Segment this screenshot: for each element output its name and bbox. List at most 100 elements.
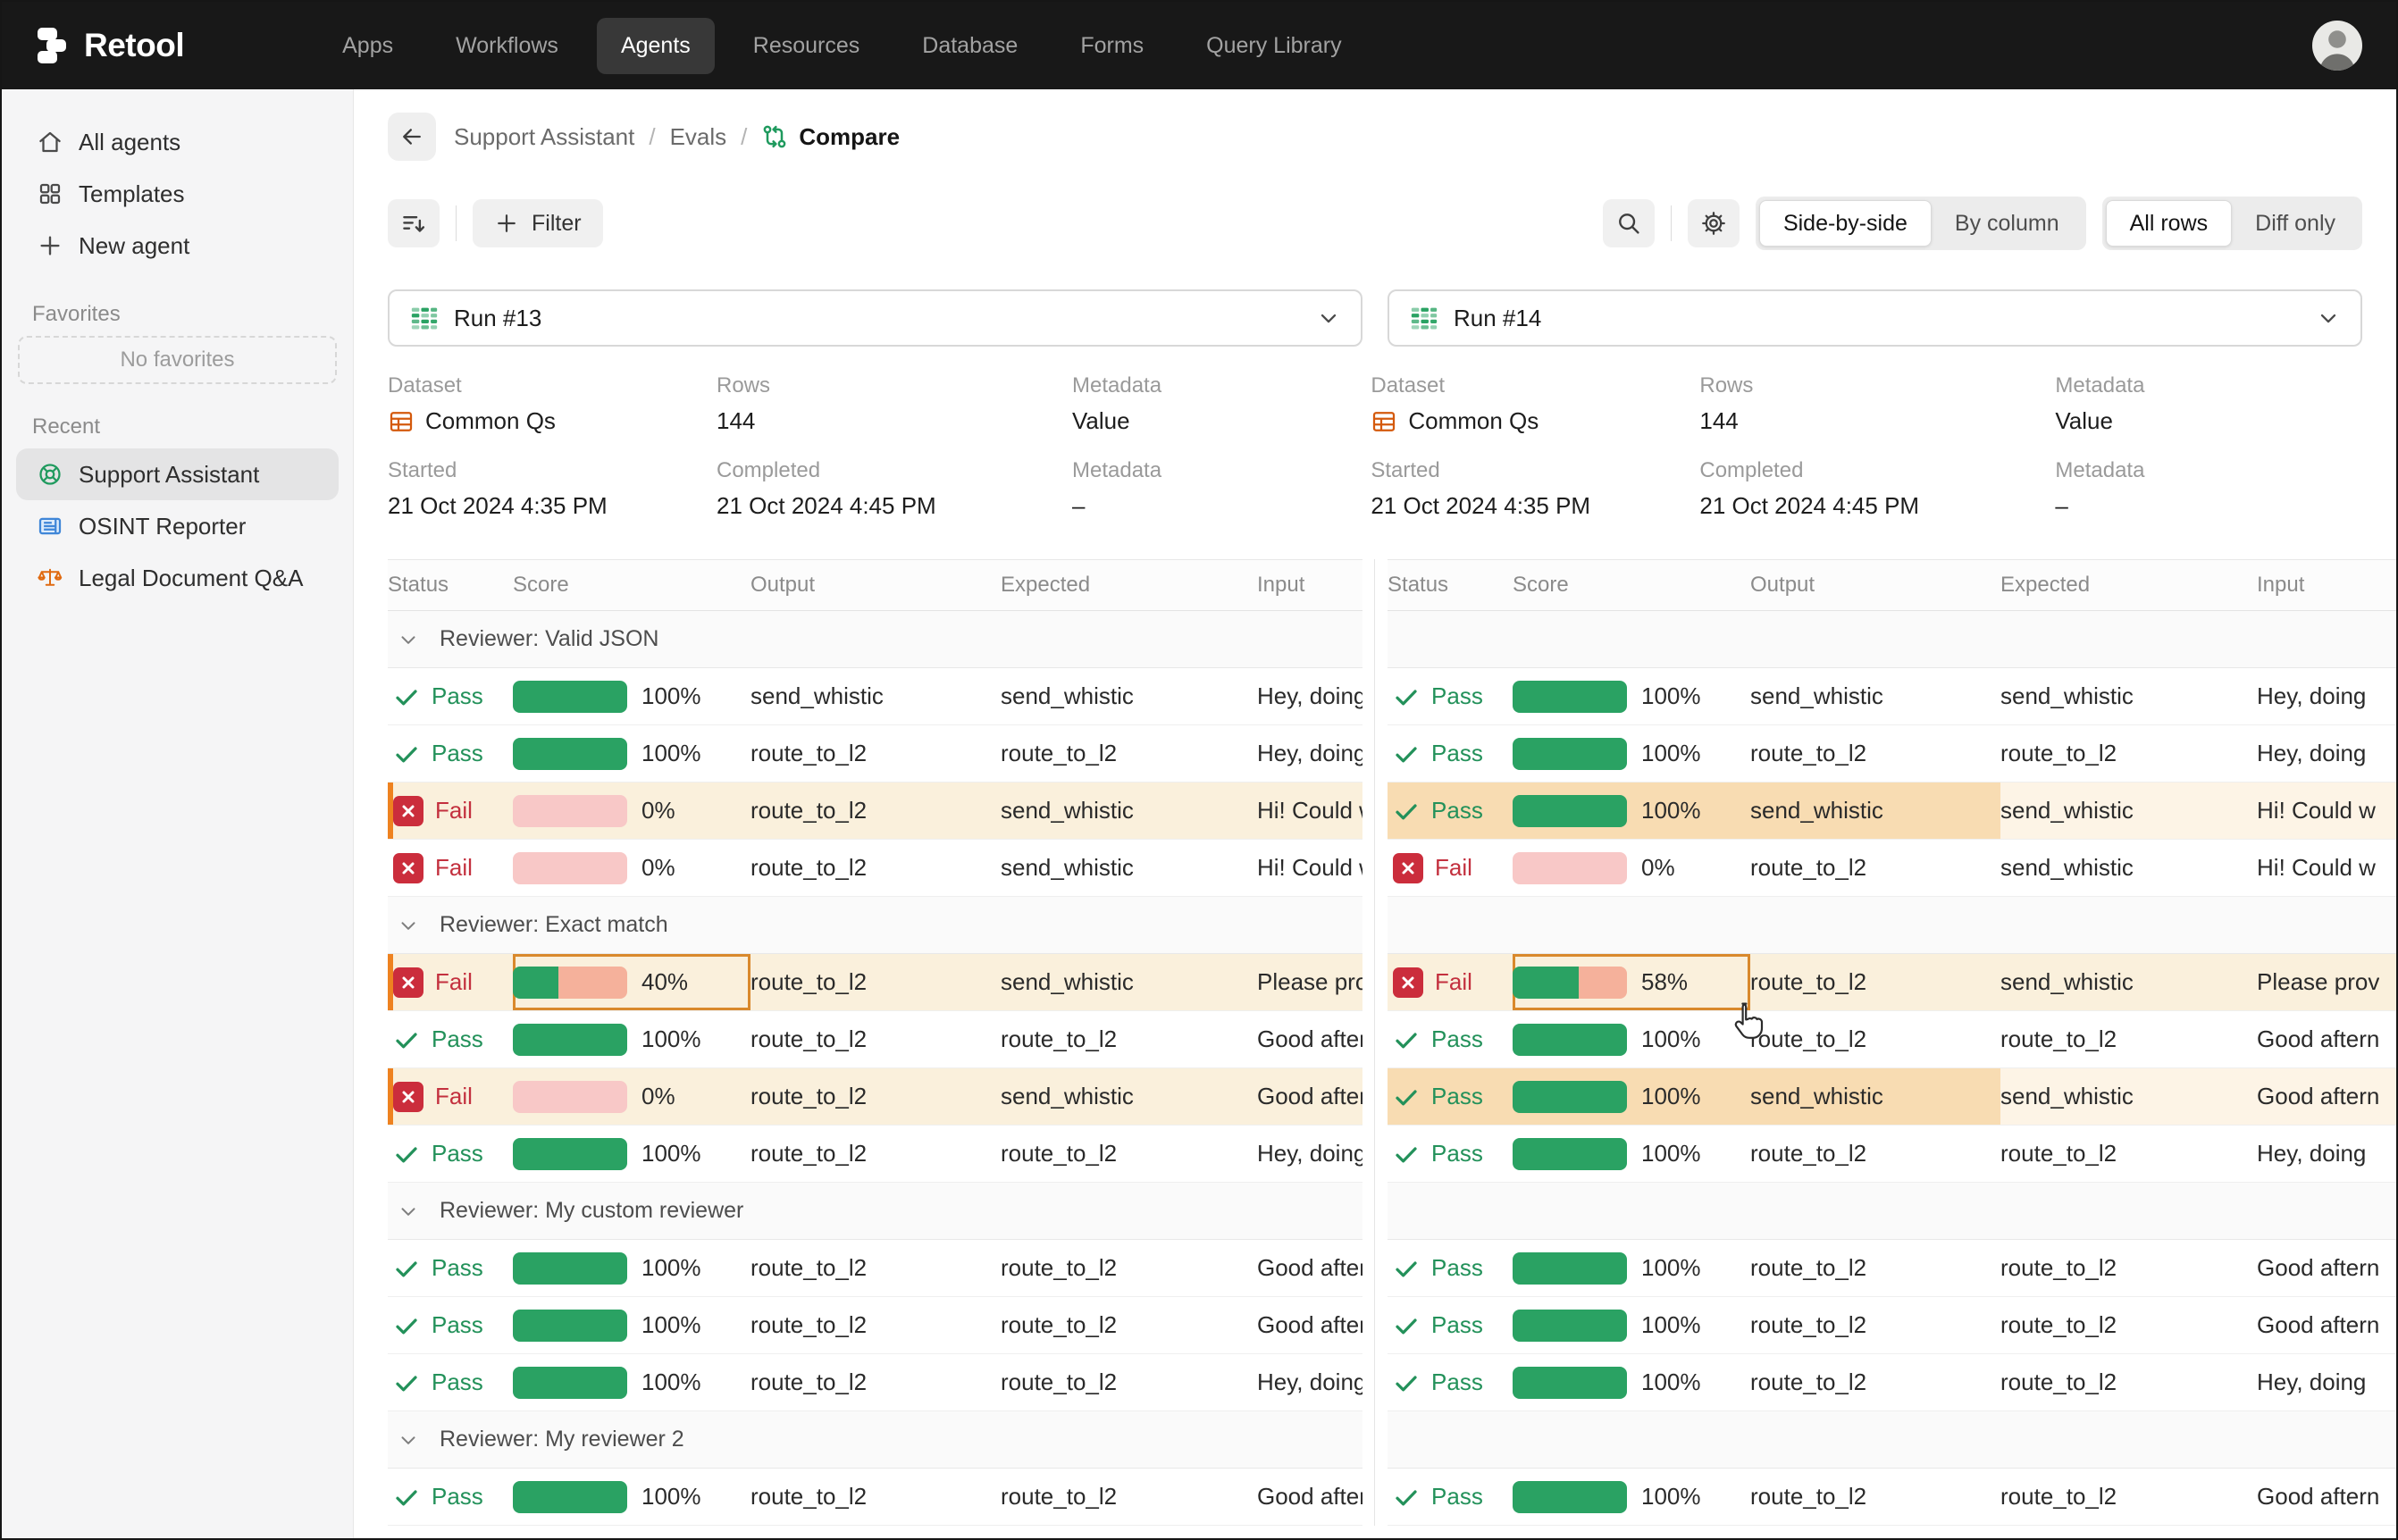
sidebar-item-templates[interactable]: Templates [16, 168, 339, 220]
input-cell[interactable]: Hey, doing [1257, 668, 1362, 724]
input-cell[interactable]: Hi! Could w [2257, 783, 2396, 839]
input-cell[interactable]: Hey, doing [2257, 725, 2396, 782]
status-cell[interactable]: Pass [1388, 1126, 1513, 1182]
run-selector-left[interactable]: Run #13 [388, 289, 1362, 347]
score-cell[interactable]: 0% [513, 840, 750, 896]
status-cell[interactable]: Fail [388, 954, 513, 1010]
nav-workflows[interactable]: Workflows [456, 32, 558, 58]
filter-button[interactable]: Filter [473, 199, 603, 247]
dataset-value[interactable]: Common Qs [1371, 407, 1699, 435]
input-cell[interactable]: Good aftern [2257, 1297, 2396, 1353]
input-cell[interactable]: Hi! Could w [1257, 840, 1362, 896]
section-row[interactable]: Reviewer: Exact match [388, 897, 1363, 954]
nav-apps[interactable]: Apps [342, 32, 394, 58]
input-cell[interactable]: Hi! Could w [1257, 783, 1362, 839]
status-cell[interactable]: Pass [1388, 1011, 1513, 1067]
sidebar-item-support-assistant[interactable]: Support Assistant [16, 448, 339, 500]
expected-cell[interactable]: send_whistic [1001, 954, 1257, 1010]
nav-resources[interactable]: Resources [752, 32, 860, 58]
status-cell[interactable]: Pass [388, 1354, 513, 1410]
retool-logo[interactable]: Retool [36, 26, 185, 65]
section-row[interactable]: Reviewer: Valid JSON [388, 611, 1363, 668]
output-cell[interactable]: route_to_l2 [750, 1297, 1001, 1353]
output-cell[interactable]: route_to_l2 [1750, 1240, 2000, 1296]
col-expected[interactable]: Expected [2000, 573, 2091, 597]
table-row[interactable]: Pass 100% route_to_l2 route_to_l2 Hey, doing [1388, 1126, 2396, 1183]
score-cell[interactable]: 100% [513, 1126, 750, 1182]
status-cell[interactable]: Fail [1388, 954, 1513, 1010]
score-cell[interactable]: 0% [1513, 840, 1750, 896]
status-cell[interactable]: Pass [1388, 1469, 1513, 1525]
rows-toggle-all-rows[interactable]: All rows [2105, 200, 2233, 247]
input-cell[interactable]: Good aftern [2257, 1068, 2396, 1125]
section-row[interactable]: Reviewer: My custom reviewer [388, 1183, 1363, 1240]
status-cell[interactable]: Fail [388, 840, 513, 896]
table-row[interactable]: Pass 100% send_whistic send_whistic Hey, doi… [1388, 668, 2396, 725]
status-cell[interactable]: Pass [388, 1240, 513, 1296]
output-cell[interactable]: route_to_l2 [1750, 1126, 2000, 1182]
input-cell[interactable]: Hey, doing [2257, 1354, 2396, 1410]
table-row[interactable]: Fail 0% route_to_l2 send_whistic Hi! Could w [388, 840, 1363, 897]
output-cell[interactable]: route_to_l2 [750, 1469, 1001, 1525]
score-cell[interactable]: 100% [1513, 1469, 1750, 1525]
expected-cell[interactable]: route_to_l2 [1001, 1469, 1257, 1525]
expected-cell[interactable]: send_whistic [2000, 954, 2257, 1010]
status-cell[interactable]: Pass [1388, 1297, 1513, 1353]
expected-cell[interactable]: route_to_l2 [2000, 1126, 2257, 1182]
input-cell[interactable]: Hey, doing [2257, 668, 2396, 724]
status-cell[interactable]: Pass [388, 1126, 513, 1182]
output-cell[interactable]: send_whistic [750, 668, 1001, 724]
input-cell[interactable]: Hey, doing [1257, 725, 1362, 782]
expected-cell[interactable]: route_to_l2 [1001, 1297, 1257, 1353]
output-cell[interactable]: send_whistic [1750, 783, 2001, 839]
col-expected[interactable]: Expected [1001, 573, 1091, 597]
expected-cell[interactable]: send_whistic [2000, 1068, 2258, 1125]
output-cell[interactable]: route_to_l2 [750, 1354, 1001, 1410]
output-cell[interactable]: send_whistic [1750, 668, 2000, 724]
expected-cell[interactable]: route_to_l2 [2000, 1354, 2257, 1410]
score-cell[interactable]: 100% [1513, 1126, 1750, 1182]
input-cell[interactable]: Please prov [1257, 954, 1362, 1010]
input-cell[interactable]: Hey, doing [1257, 1126, 1362, 1182]
output-cell[interactable]: route_to_l2 [750, 840, 1001, 896]
table-row[interactable]: Pass 100% route_to_l2 route_to_l2 Good after… [1388, 1011, 2396, 1068]
table-row[interactable]: Pass 100% route_to_l2 route_to_l2 Good after… [1388, 1469, 2396, 1526]
expected-cell[interactable]: send_whistic [2000, 783, 2258, 839]
user-avatar[interactable] [2312, 21, 2362, 71]
nav-forms[interactable]: Forms [1080, 32, 1144, 58]
expected-cell[interactable]: send_whistic [1001, 783, 1257, 839]
status-cell[interactable]: Fail [388, 1068, 513, 1125]
output-cell[interactable]: route_to_l2 [1750, 1354, 2000, 1410]
score-cell[interactable]: 100% [1513, 1297, 1750, 1353]
status-cell[interactable]: Fail [388, 783, 513, 839]
table-row[interactable]: Fail 40% route_to_l2 send_whistic Please pro… [388, 954, 1363, 1011]
table-row[interactable]: Pass 100% send_whistic send_whistic Good aft… [1388, 1068, 2396, 1126]
status-cell[interactable]: Pass [1388, 725, 1513, 782]
nav-query-library[interactable]: Query Library [1206, 32, 1342, 58]
table-row[interactable]: Pass 100% route_to_l2 route_to_l2 Hey, doing [1388, 1354, 2396, 1411]
expected-cell[interactable]: send_whistic [1001, 1068, 1257, 1125]
input-cell[interactable]: Good afterr [1257, 1469, 1362, 1525]
status-cell[interactable]: Pass [1388, 783, 1513, 839]
table-row[interactable]: Pass 100% route_to_l2 route_to_l2 Hey, doing [388, 1354, 1363, 1411]
sidebar-item-new-agent[interactable]: New agent [16, 220, 339, 272]
expected-cell[interactable]: route_to_l2 [1001, 1240, 1257, 1296]
output-cell[interactable]: route_to_l2 [750, 954, 1001, 1010]
sort-button[interactable] [388, 199, 440, 247]
nav-agents[interactable]: Agents [596, 17, 715, 74]
score-cell[interactable]: 100% [513, 1011, 750, 1067]
table-row[interactable]: Pass 100% route_to_l2 route_to_l2 Good after… [388, 1297, 1363, 1354]
table-row[interactable]: Pass 100% route_to_l2 route_to_l2 Good after… [388, 1469, 1363, 1526]
table-row[interactable]: Fail 58% route_to_l2 send_whistic Please pro… [1388, 954, 2396, 1011]
output-cell[interactable]: route_to_l2 [1750, 1469, 2000, 1525]
status-cell[interactable]: Pass [1388, 1068, 1513, 1125]
input-cell[interactable]: Good afterr [1257, 1068, 1362, 1125]
input-cell[interactable]: Hey, doing [1257, 1354, 1362, 1410]
table-row[interactable]: Fail 0% route_to_l2 send_whistic Hi! Could w [1388, 840, 2396, 897]
col-status[interactable]: Status [1388, 573, 1449, 597]
expected-cell[interactable]: send_whistic [1001, 668, 1257, 724]
expected-cell[interactable]: send_whistic [1001, 840, 1257, 896]
score-cell[interactable]: 100% [1513, 783, 1751, 839]
dataset-value[interactable]: Common Qs [388, 407, 717, 435]
section-row[interactable]: Reviewer: My reviewer 2 [388, 1411, 1363, 1469]
